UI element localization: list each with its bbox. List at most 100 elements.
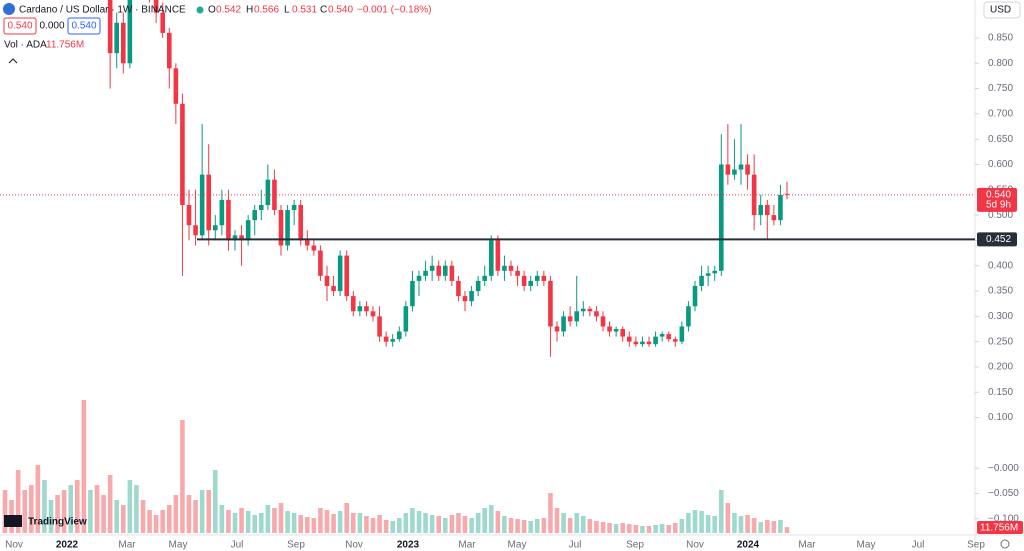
volume-bar: [304, 517, 310, 533]
candle-body: [285, 210, 290, 246]
last-price-box: [977, 187, 1017, 212]
volume-bar: [364, 516, 369, 533]
volume-bar: [153, 515, 159, 533]
candle-body: [357, 306, 363, 312]
symbol-title[interactable]: Cardano / US Dollar · 1W · BINANCE: [19, 5, 186, 16]
volume-bar: [600, 522, 606, 533]
x-tick-label: Nov: [686, 540, 704, 551]
candle-body: [456, 280, 461, 297]
volume-bar: [55, 495, 60, 533]
volume-bar: [396, 518, 402, 533]
currency: USD: [990, 5, 1011, 16]
candle-body: [469, 291, 474, 302]
change: −0.001 (−0.18%): [357, 5, 432, 16]
settings-icon[interactable]: [1000, 539, 1010, 549]
candle-body: [166, 32, 172, 69]
volume-bar: [515, 519, 520, 533]
x-tick-label: 2022: [56, 540, 79, 551]
volume-bar: [107, 475, 113, 533]
candle-body: [521, 275, 527, 286]
volume-bar: [646, 526, 652, 533]
candle-body: [482, 275, 488, 281]
volume-bar: [482, 508, 488, 533]
y-tick-label: −0.100: [988, 513, 1019, 524]
candle-body: [350, 296, 356, 312]
x-tick-label: May: [508, 540, 527, 551]
candle-body: [653, 336, 658, 345]
volume-bar: [449, 515, 455, 533]
candle-body: [272, 179, 277, 211]
sell-box[interactable]: [3, 17, 37, 35]
candle-body: [771, 215, 777, 221]
candle-body: [423, 270, 428, 276]
volume-bar: [607, 523, 612, 533]
y-tick-label: −0.050: [988, 488, 1019, 499]
candle-body: [778, 194, 783, 221]
candle-body: [324, 275, 330, 286]
candle-body: [436, 265, 442, 276]
volume-bar: [456, 513, 461, 533]
volume-bar: [784, 527, 790, 533]
candle-body: [107, 0, 113, 54]
volume-bar: [495, 511, 501, 533]
candle-body: [245, 220, 251, 241]
candle-body: [278, 210, 284, 246]
volume-bar: [88, 490, 93, 533]
volume-bar: [239, 508, 244, 533]
volume-bar: [594, 521, 599, 533]
candle-body: [258, 204, 264, 211]
volume-bar: [580, 516, 586, 533]
volume-bar: [265, 505, 271, 533]
x-tick-label: May: [169, 540, 188, 551]
candle-body: [784, 193, 790, 195]
candle-body: [232, 235, 238, 241]
x-tick-label: Sep: [967, 540, 985, 551]
candle-body: [160, 12, 166, 33]
volume-bar: [469, 518, 474, 533]
volume-bar: [35, 465, 41, 533]
collapse-icon[interactable]: [8, 58, 18, 64]
candle-body: [732, 169, 737, 175]
volume-bar: [101, 495, 106, 533]
x-tick-label: 2023: [397, 540, 420, 551]
x-tick-label: Sep: [626, 540, 644, 551]
candle-body: [692, 285, 698, 307]
volume-bar: [160, 510, 166, 533]
volume-bar: [508, 518, 514, 533]
candle-body: [672, 339, 678, 342]
volume-bar: [298, 515, 304, 533]
buy-box[interactable]: [67, 17, 101, 35]
candle-body: [502, 265, 507, 271]
volume-bar: [383, 520, 389, 533]
volume-bar: [350, 513, 356, 533]
candle-body: [331, 285, 336, 292]
candle-body: [594, 311, 599, 317]
candle-body: [180, 103, 185, 205]
candle-body: [534, 275, 540, 281]
candle-body: [462, 296, 468, 302]
currency-box[interactable]: [983, 1, 1021, 19]
volume-bar: [429, 515, 435, 533]
volume-bar: [587, 519, 593, 533]
candle-body: [212, 225, 218, 231]
ohlc-value: 0.566: [254, 5, 279, 16]
volume-bar: [140, 500, 146, 533]
candle-body: [442, 265, 448, 276]
volume-bar: [672, 523, 678, 533]
x-tick-label: Sep: [287, 540, 305, 551]
candle-body: [403, 306, 409, 332]
volume-bar: [193, 500, 198, 533]
candle-body: [633, 341, 639, 345]
y-tick-label: 0.650: [988, 134, 1013, 145]
volume-bar: [337, 511, 343, 533]
volume-bar: [120, 505, 126, 533]
candle-body: [219, 199, 225, 226]
spread: 0.000: [39, 21, 64, 32]
candle-body: [738, 164, 744, 170]
y-tick-label: 0.350: [988, 286, 1013, 297]
x-tick-label: Mar: [798, 540, 816, 551]
volume-bar: [567, 518, 573, 533]
candle-body: [745, 164, 750, 175]
candle-body: [239, 235, 244, 241]
volume-bar: [147, 510, 152, 533]
